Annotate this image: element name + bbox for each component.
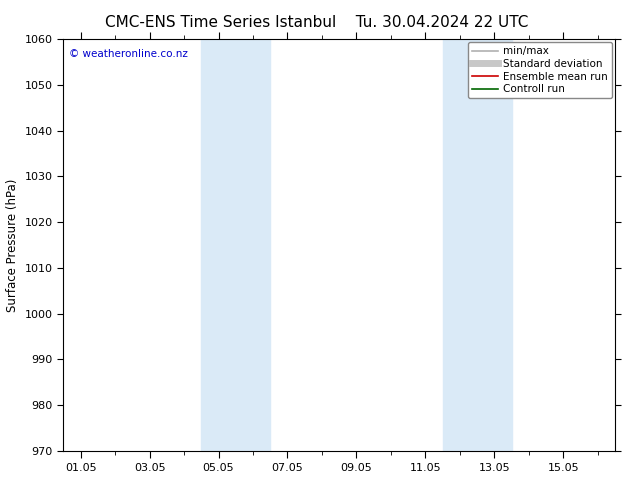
- Legend: min/max, Standard deviation, Ensemble mean run, Controll run: min/max, Standard deviation, Ensemble me…: [467, 42, 612, 98]
- Text: CMC-ENS Time Series Istanbul    Tu. 30.04.2024 22 UTC: CMC-ENS Time Series Istanbul Tu. 30.04.2…: [105, 15, 529, 30]
- Bar: [202, 39, 270, 451]
- Y-axis label: Surface Pressure (hPa): Surface Pressure (hPa): [6, 178, 19, 312]
- Text: © weatheronline.co.nz: © weatheronline.co.nz: [69, 49, 188, 59]
- Bar: [443, 39, 512, 451]
